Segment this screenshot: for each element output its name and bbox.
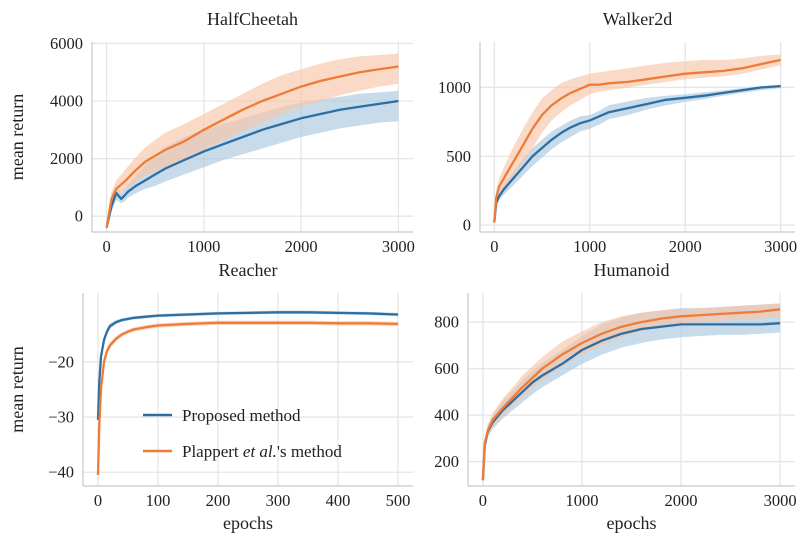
y-tick-label: −20 (48, 352, 74, 371)
x-tick-label: 500 (386, 491, 411, 510)
panel-halfcheetah: 0 1000 2000 3000 0 2000 4000 6000 HalfCheetah mea… (7, 9, 415, 256)
panel-title: HalfCheetah (207, 9, 298, 29)
confidence-band-proposed (106, 90, 399, 230)
y-axis-label: mean return (7, 94, 27, 180)
x-tick-label: 0 (479, 491, 487, 510)
y-tick-label: 4000 (50, 92, 83, 111)
confidence-band-plappert (482, 303, 781, 483)
legend-label-part: 's method (277, 442, 342, 461)
y-tick-label: 2000 (50, 149, 83, 168)
confidence-band-proposed (482, 303, 781, 483)
plot-area (96, 310, 399, 481)
series-line-proposed (105, 99, 399, 228)
legend-label-proposed: Proposed method (182, 406, 301, 425)
x-tick-label: 2000 (285, 237, 318, 256)
y-tick-label: 1000 (438, 78, 471, 97)
x-tick-label: 2000 (665, 491, 698, 510)
x-tick-label: 3000 (764, 237, 797, 256)
plot-area (481, 303, 781, 483)
y-tick-label: 200 (434, 452, 459, 471)
plot-area (105, 53, 399, 230)
series-line-plappert (105, 65, 399, 228)
y-tick-label: 0 (75, 207, 83, 226)
x-tick-label: 0 (102, 237, 110, 256)
y-tick-label: 400 (434, 406, 459, 425)
x-tick-label: 1000 (565, 491, 598, 510)
panel-reacher: 0 100 200 300 400 500 −40 −30 −20 Reacher mean ret… (7, 260, 413, 533)
y-tick-label: −40 (48, 463, 74, 482)
x-tick-label: 100 (146, 491, 171, 510)
y-tick-label: 6000 (50, 34, 83, 53)
plot-area (493, 54, 781, 224)
x-tick-label: 3000 (382, 237, 415, 256)
legend-label-italic-part: et al. (243, 442, 277, 461)
x-axis-label: epochs (607, 513, 657, 533)
y-tick-label: −30 (48, 408, 74, 427)
x-tick-label: 3000 (764, 491, 797, 510)
confidence-band-plappert (106, 53, 399, 230)
x-tick-label: 2000 (669, 237, 702, 256)
panel-title: Humanoid (594, 260, 670, 280)
y-tick-label: 500 (446, 147, 471, 166)
x-tick-label: 400 (326, 491, 351, 510)
x-tick-label: 200 (206, 491, 231, 510)
series-line-plappert (481, 308, 781, 481)
x-tick-label: 0 (490, 237, 498, 256)
panel-humanoid: 0 1000 2000 3000 200 400 600 800 Humanoid epochs (434, 260, 796, 533)
y-axis-label: mean return (7, 346, 27, 432)
x-axis-label: epochs (223, 513, 273, 533)
x-tick-label: 1000 (187, 237, 220, 256)
legend-label-plappert: Plappert et al.'s method (182, 442, 342, 461)
series-line-plappert (493, 58, 781, 223)
series-line-plappert (96, 321, 399, 476)
series-line-proposed (493, 84, 781, 223)
legend: Proposed method Plappert et al.'s method (143, 406, 342, 461)
panel-title: Reacher (219, 260, 278, 280)
y-tick-label: 600 (434, 359, 459, 378)
x-tick-label: 0 (94, 491, 102, 510)
panel-title: Walker2d (603, 9, 673, 29)
legend-label-part: Plappert (182, 442, 243, 461)
y-tick-label: 0 (463, 216, 471, 235)
series-line-proposed (481, 322, 781, 481)
x-tick-label: 300 (266, 491, 291, 510)
y-tick-label: 800 (434, 313, 459, 332)
series-line-proposed (96, 311, 399, 420)
panel-walker2d: 0 1000 2000 3000 0 500 1000 Walker2d (438, 9, 797, 256)
x-tick-label: 1000 (573, 237, 606, 256)
